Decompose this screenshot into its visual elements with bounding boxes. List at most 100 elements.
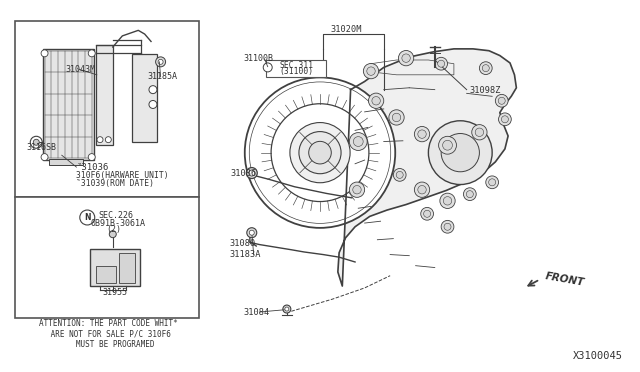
Text: 31955: 31955 xyxy=(102,288,127,297)
Circle shape xyxy=(443,140,452,150)
Circle shape xyxy=(435,57,447,70)
Circle shape xyxy=(418,186,426,194)
Circle shape xyxy=(299,132,341,174)
Circle shape xyxy=(109,231,116,238)
Circle shape xyxy=(353,186,361,194)
Circle shape xyxy=(41,50,48,57)
Circle shape xyxy=(414,182,429,198)
Circle shape xyxy=(440,193,455,208)
Circle shape xyxy=(349,182,365,198)
Circle shape xyxy=(414,126,429,142)
Circle shape xyxy=(483,65,490,72)
Circle shape xyxy=(472,125,487,140)
Circle shape xyxy=(149,86,157,94)
Circle shape xyxy=(80,210,95,225)
Circle shape xyxy=(441,220,454,233)
Circle shape xyxy=(88,50,95,57)
Circle shape xyxy=(283,305,291,313)
Circle shape xyxy=(394,169,406,181)
Circle shape xyxy=(246,167,257,179)
Text: (31100): (31100) xyxy=(279,67,313,76)
Bar xyxy=(15,21,199,197)
Text: 3116SB: 3116SB xyxy=(27,143,57,152)
Circle shape xyxy=(33,139,39,145)
Circle shape xyxy=(97,137,103,143)
Circle shape xyxy=(30,136,42,148)
Circle shape xyxy=(499,113,511,126)
Circle shape xyxy=(250,230,254,235)
Polygon shape xyxy=(338,49,516,286)
Text: 0B91B-3061A: 0B91B-3061A xyxy=(90,219,145,228)
Bar xyxy=(90,249,140,286)
Circle shape xyxy=(396,171,403,179)
Text: ‶31039(ROM DATE): ‶31039(ROM DATE) xyxy=(76,179,154,188)
Text: FRONT: FRONT xyxy=(545,271,586,288)
Circle shape xyxy=(441,134,479,172)
Circle shape xyxy=(420,208,433,220)
Circle shape xyxy=(479,62,492,74)
Circle shape xyxy=(444,197,452,205)
Circle shape xyxy=(498,97,505,104)
Circle shape xyxy=(486,176,499,189)
Text: SEC.226: SEC.226 xyxy=(98,211,133,220)
Text: SEC.311: SEC.311 xyxy=(279,61,313,70)
Circle shape xyxy=(271,104,369,202)
Text: ATTENTION: THE PART CODE WHIT*
 ARE NOT FOR SALE P/C 310F6
   MUST BE PROGRAMED: ATTENTION: THE PART CODE WHIT* ARE NOT F… xyxy=(39,319,178,349)
Circle shape xyxy=(418,130,426,138)
Text: N: N xyxy=(84,213,90,222)
Bar xyxy=(266,60,326,77)
Circle shape xyxy=(475,128,484,137)
Bar xyxy=(95,45,113,145)
Circle shape xyxy=(156,57,166,67)
Circle shape xyxy=(438,136,456,154)
Text: 31084: 31084 xyxy=(243,308,269,317)
Circle shape xyxy=(495,94,508,107)
Text: X3100045: X3100045 xyxy=(573,351,623,361)
Text: 31080: 31080 xyxy=(230,239,256,248)
Text: 31086: 31086 xyxy=(231,169,257,178)
Circle shape xyxy=(424,210,431,217)
Circle shape xyxy=(467,190,474,198)
Circle shape xyxy=(308,141,332,164)
Text: 31100B: 31100B xyxy=(243,54,273,63)
Circle shape xyxy=(367,67,375,75)
Text: (2): (2) xyxy=(106,225,122,234)
Circle shape xyxy=(389,110,404,125)
Circle shape xyxy=(158,60,163,64)
Text: 310F6(HARWARE UNIT): 310F6(HARWARE UNIT) xyxy=(76,171,169,180)
Circle shape xyxy=(349,132,367,150)
Circle shape xyxy=(438,60,445,67)
Circle shape xyxy=(489,179,495,186)
Circle shape xyxy=(290,122,350,183)
Circle shape xyxy=(249,82,391,223)
Text: 31020M: 31020M xyxy=(330,25,362,34)
Circle shape xyxy=(392,113,401,122)
Circle shape xyxy=(285,307,289,311)
Text: 31098Z: 31098Z xyxy=(470,86,501,95)
Circle shape xyxy=(263,63,272,72)
Circle shape xyxy=(428,121,492,185)
Bar xyxy=(43,49,93,160)
Circle shape xyxy=(88,154,95,161)
Circle shape xyxy=(106,137,111,143)
Circle shape xyxy=(244,77,396,228)
Circle shape xyxy=(247,228,257,238)
Text: 31043M: 31043M xyxy=(65,65,95,74)
Bar xyxy=(119,253,135,283)
Text: 31185A: 31185A xyxy=(148,72,178,81)
Circle shape xyxy=(353,137,363,147)
Circle shape xyxy=(402,54,410,62)
Circle shape xyxy=(369,93,384,108)
Bar xyxy=(15,197,199,318)
Circle shape xyxy=(444,223,451,230)
Text: ‶31036: ‶31036 xyxy=(76,163,109,171)
Text: 31183A: 31183A xyxy=(230,250,261,259)
Circle shape xyxy=(372,97,380,105)
Circle shape xyxy=(249,170,255,176)
Bar xyxy=(132,54,157,141)
Circle shape xyxy=(463,188,476,201)
Circle shape xyxy=(149,100,157,109)
Bar xyxy=(49,159,83,164)
Circle shape xyxy=(501,116,508,123)
Circle shape xyxy=(41,154,48,161)
